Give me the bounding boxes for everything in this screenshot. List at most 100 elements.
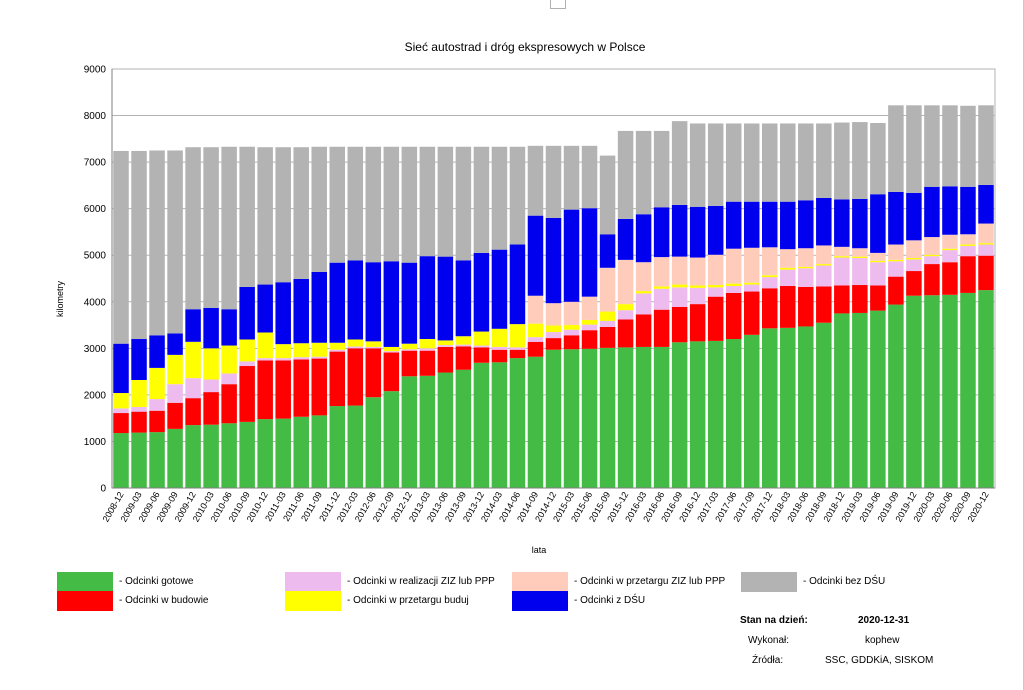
bar-segment bbox=[707, 123, 724, 206]
resize-handle-icon[interactable] bbox=[550, 0, 566, 9]
bar-segment bbox=[383, 346, 400, 352]
bar-segment bbox=[942, 105, 958, 187]
bar-segment bbox=[689, 341, 706, 488]
bar-segment bbox=[743, 291, 760, 335]
bar-segment bbox=[834, 313, 850, 488]
bar-segment bbox=[942, 262, 958, 295]
bar-segment bbox=[978, 290, 994, 488]
bar-segment bbox=[960, 234, 976, 245]
bar-segment bbox=[617, 304, 634, 311]
bar-segment bbox=[383, 351, 400, 353]
bar-segment bbox=[798, 266, 814, 269]
bar-segment bbox=[635, 130, 652, 215]
bar-segment bbox=[131, 406, 147, 412]
bar-segment bbox=[725, 248, 742, 284]
bar-segment bbox=[617, 319, 634, 348]
bar-segment bbox=[834, 199, 850, 247]
bar-segment bbox=[293, 278, 309, 344]
bar-segment bbox=[653, 130, 670, 208]
bar-segment bbox=[329, 146, 346, 263]
bar-segment bbox=[653, 288, 670, 310]
bar-segment bbox=[257, 332, 273, 359]
legend-swatch bbox=[57, 591, 113, 611]
bar-segment bbox=[960, 244, 976, 246]
bar-segment bbox=[653, 257, 670, 287]
bar-segment bbox=[131, 339, 147, 380]
bar-segment bbox=[563, 209, 580, 302]
bar-segment bbox=[257, 419, 273, 488]
bar-segment bbox=[203, 424, 219, 488]
bar-segment bbox=[780, 123, 796, 202]
bar-segment bbox=[347, 146, 364, 261]
bar-segment bbox=[924, 256, 940, 265]
bar-segment bbox=[924, 254, 940, 257]
bar-segment bbox=[491, 346, 508, 350]
bar-segment bbox=[347, 260, 364, 340]
bar-segment bbox=[401, 376, 418, 488]
bar-segment bbox=[581, 296, 598, 320]
bar-segment bbox=[906, 105, 922, 193]
bar-segment bbox=[347, 339, 364, 347]
bar-segment bbox=[960, 245, 976, 257]
bar-segment bbox=[491, 328, 508, 347]
bar-segment bbox=[725, 201, 742, 249]
bar-segment bbox=[906, 295, 922, 488]
bar-segment bbox=[545, 325, 562, 333]
bar-segment bbox=[473, 347, 490, 363]
bar-segment bbox=[329, 351, 346, 407]
bar-segment bbox=[167, 354, 183, 385]
bar-segment bbox=[599, 320, 616, 327]
bar-segment bbox=[167, 402, 183, 429]
bar-segment bbox=[185, 398, 201, 426]
bar-segment bbox=[563, 349, 580, 488]
bar-segment bbox=[870, 252, 886, 261]
bar-segment bbox=[419, 146, 436, 257]
bar-segment bbox=[816, 264, 832, 266]
bar-segment bbox=[383, 146, 400, 262]
legend-swatch bbox=[512, 591, 568, 611]
bar-segment bbox=[617, 347, 634, 488]
bar-segment bbox=[221, 309, 237, 346]
y-tick-label: 8000 bbox=[84, 111, 107, 122]
bar-segment bbox=[311, 146, 327, 272]
bar-segment bbox=[978, 105, 994, 185]
bar-segment bbox=[329, 342, 346, 350]
bar-segment bbox=[617, 259, 634, 305]
bar-segment bbox=[924, 264, 940, 296]
legend-swatch bbox=[741, 572, 797, 592]
legend-label: - Odcinki w przetargu ZIZ lub PPP bbox=[574, 576, 726, 587]
bar-segment bbox=[509, 349, 526, 359]
bar-segment bbox=[870, 123, 886, 195]
y-tick-label: 0 bbox=[100, 484, 106, 495]
bar-segment bbox=[185, 378, 201, 399]
bar-segment bbox=[329, 406, 346, 488]
bar-segment bbox=[167, 333, 183, 355]
legend-label: - Odcinki bez DŚU bbox=[803, 576, 886, 587]
bar-segment bbox=[131, 411, 147, 433]
legend-label: - Odcinki w realizacji ZIZ lub PPP bbox=[347, 576, 495, 587]
bar-segment bbox=[455, 369, 472, 488]
bar-segment bbox=[798, 200, 814, 249]
bar-segment bbox=[203, 392, 219, 425]
bar-segment bbox=[762, 201, 778, 248]
bar-segment bbox=[978, 223, 994, 244]
bar-segment bbox=[617, 310, 634, 320]
bar-segment bbox=[581, 348, 598, 488]
bar-segment bbox=[960, 105, 976, 187]
bar-segment bbox=[563, 301, 580, 326]
bar-segment bbox=[816, 286, 832, 323]
bar-segment bbox=[762, 123, 778, 202]
bar-segment bbox=[689, 287, 706, 305]
bar-segment bbox=[221, 423, 237, 488]
bar-segment bbox=[293, 343, 309, 358]
bar-segment bbox=[798, 286, 814, 327]
bar-segment bbox=[906, 271, 922, 296]
bar-segment bbox=[275, 358, 291, 361]
bar-segment bbox=[942, 248, 958, 251]
legend-swatch bbox=[285, 572, 341, 592]
bar-segment bbox=[203, 348, 219, 380]
bar-segment bbox=[780, 269, 796, 286]
bar-segment bbox=[653, 346, 670, 488]
bar-segment bbox=[329, 349, 346, 352]
bar-segment bbox=[816, 322, 832, 488]
